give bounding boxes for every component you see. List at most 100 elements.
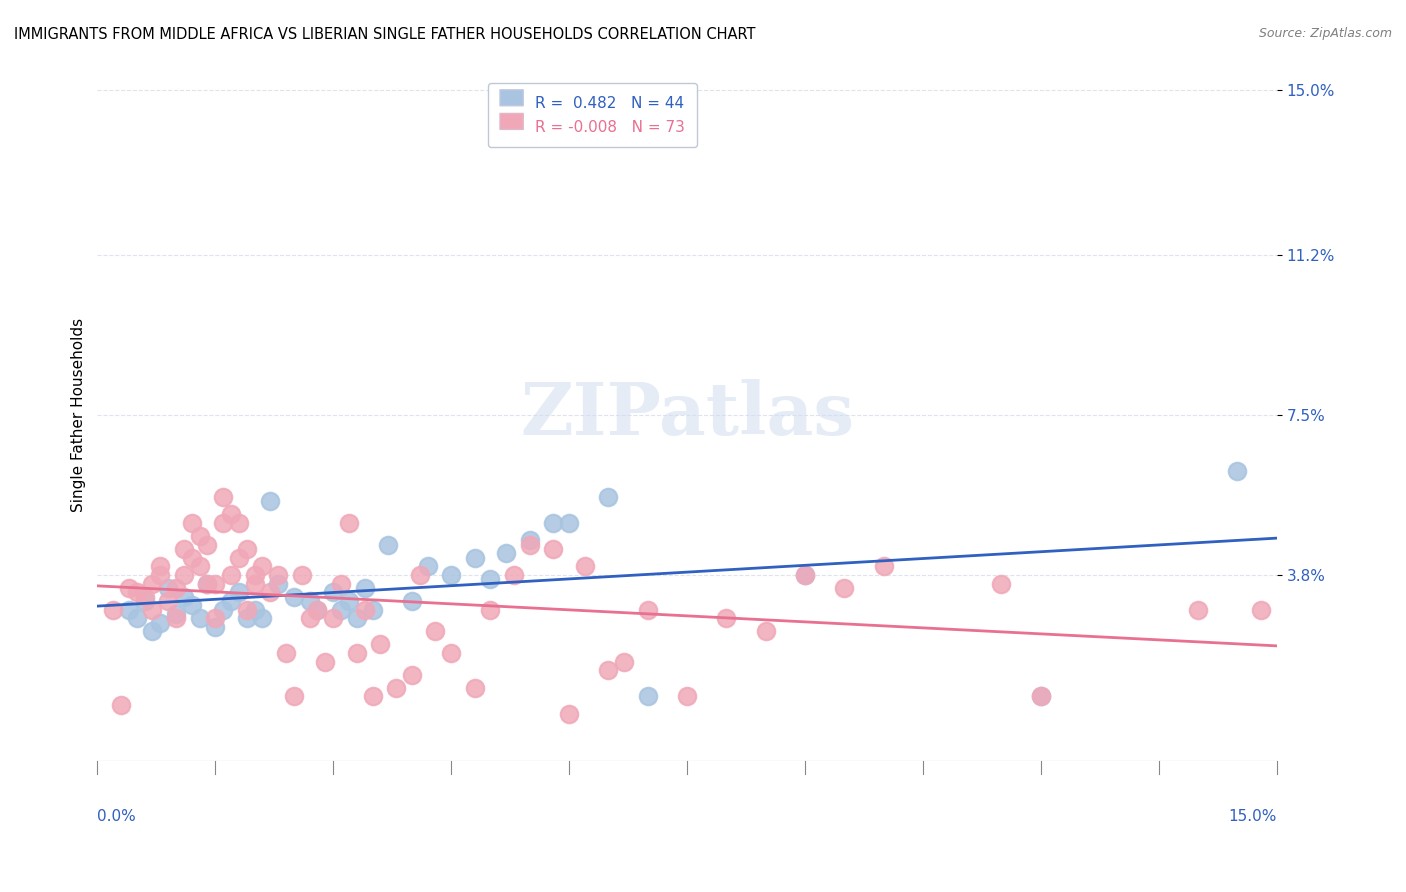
Point [416, 559, 439, 574]
Point [149, 559, 172, 574]
Point [173, 590, 195, 604]
Point [637, 690, 659, 704]
Point [141, 576, 163, 591]
Point [173, 542, 195, 557]
Point [377, 538, 399, 552]
Point [1029, 690, 1052, 704]
Point [361, 690, 384, 704]
Point [613, 655, 636, 669]
Point [479, 573, 502, 587]
Point [574, 559, 596, 574]
Point [298, 594, 321, 608]
Point [314, 655, 336, 669]
Point [252, 611, 274, 625]
Point [361, 603, 384, 617]
Point [464, 550, 486, 565]
Point [110, 698, 132, 712]
Point [118, 581, 141, 595]
Point [180, 516, 202, 530]
Point [204, 611, 226, 625]
Point [141, 603, 163, 617]
Point [267, 576, 290, 591]
Point [180, 599, 202, 613]
Point [1250, 603, 1272, 617]
Point [464, 681, 486, 695]
Point [173, 568, 195, 582]
Point [495, 546, 517, 560]
Point [322, 585, 344, 599]
Point [794, 568, 817, 582]
Point [353, 603, 375, 617]
Point [165, 607, 187, 621]
Point [204, 576, 226, 591]
Point [519, 538, 541, 552]
Point [1226, 464, 1249, 478]
Point [353, 581, 375, 595]
Y-axis label: Single Father Households: Single Father Households [72, 318, 86, 512]
Point [125, 585, 148, 599]
Point [990, 576, 1012, 591]
Point [197, 538, 219, 552]
Point [259, 494, 281, 508]
Point [637, 603, 659, 617]
Text: IMMIGRANTS FROM MIDDLE AFRICA VS LIBERIAN SINGLE FATHER HOUSEHOLDS CORRELATION C: IMMIGRANTS FROM MIDDLE AFRICA VS LIBERIA… [14, 27, 755, 42]
Point [180, 550, 202, 565]
Point [212, 603, 235, 617]
Point [125, 611, 148, 625]
Point [872, 559, 894, 574]
Point [503, 568, 526, 582]
Point [346, 646, 368, 660]
Text: ZIPatlas: ZIPatlas [520, 379, 853, 450]
Point [188, 529, 211, 543]
Point [401, 667, 423, 681]
Point [149, 615, 172, 630]
Point [558, 706, 581, 721]
Point [197, 576, 219, 591]
Point [252, 559, 274, 574]
Point [832, 581, 855, 595]
Point [219, 508, 242, 522]
Point [330, 603, 353, 617]
Point [267, 568, 290, 582]
Point [274, 646, 297, 660]
Point [228, 516, 250, 530]
Point [385, 681, 408, 695]
Point [322, 611, 344, 625]
Point [134, 590, 156, 604]
Point [676, 690, 699, 704]
Point [204, 620, 226, 634]
Point [188, 559, 211, 574]
Point [149, 568, 172, 582]
Point [298, 611, 321, 625]
Text: Source: ZipAtlas.com: Source: ZipAtlas.com [1258, 27, 1392, 40]
Point [543, 516, 565, 530]
Text: 0.0%: 0.0% [97, 809, 136, 824]
Point [243, 568, 266, 582]
Point [243, 576, 266, 591]
Point [346, 611, 368, 625]
Point [401, 594, 423, 608]
Point [1187, 603, 1209, 617]
Point [134, 594, 156, 608]
Point [212, 516, 235, 530]
Legend: R =  0.482   N = 44, R = -0.008   N = 73: R = 0.482 N = 44, R = -0.008 N = 73 [488, 83, 697, 147]
Point [558, 516, 581, 530]
Point [243, 603, 266, 617]
Point [794, 568, 817, 582]
Point [598, 490, 620, 504]
Point [235, 611, 257, 625]
Point [197, 576, 219, 591]
Point [283, 590, 305, 604]
Point [370, 637, 392, 651]
Point [1029, 690, 1052, 704]
Point [219, 594, 242, 608]
Point [157, 581, 180, 595]
Point [165, 581, 187, 595]
Point [188, 611, 211, 625]
Point [307, 603, 329, 617]
Point [519, 533, 541, 548]
Point [141, 624, 163, 639]
Point [235, 542, 257, 557]
Point [157, 594, 180, 608]
Point [259, 585, 281, 599]
